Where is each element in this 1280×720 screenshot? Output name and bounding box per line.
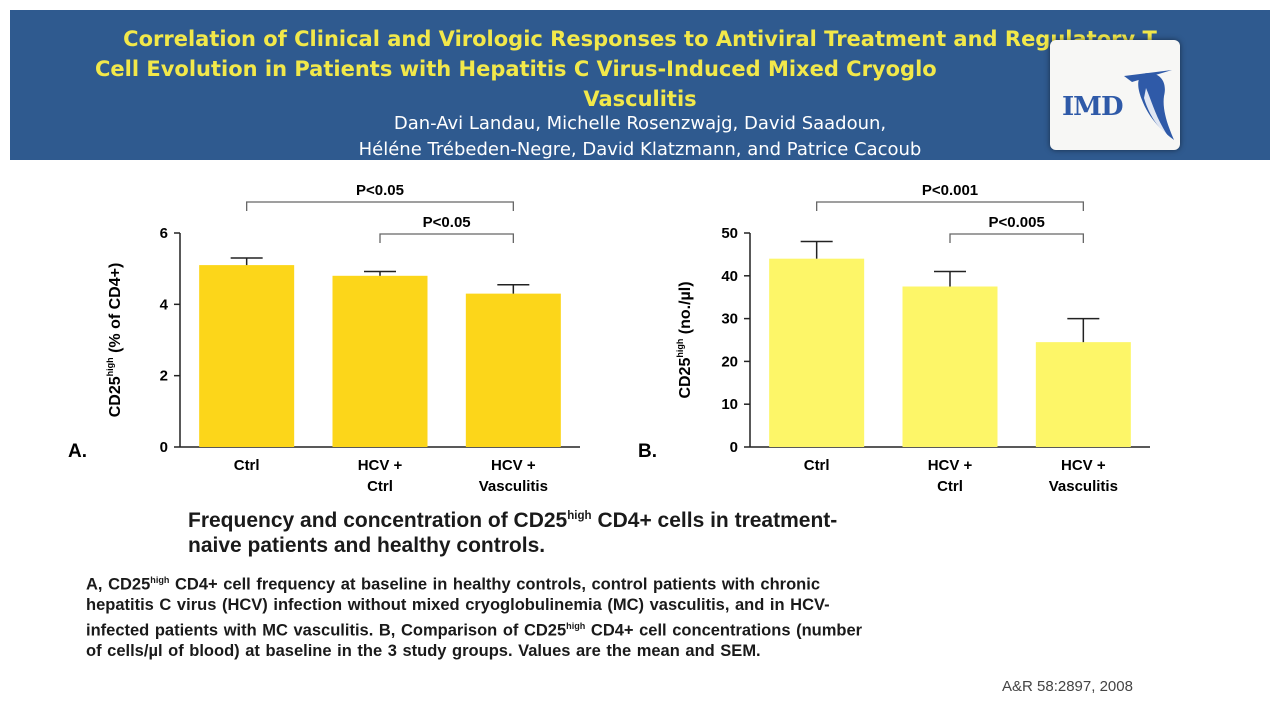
bar <box>332 275 428 447</box>
y-tick-label: 6 <box>160 225 168 242</box>
author-line-1: Dan-Avi Landau, Michelle Rosenzwajg, Dav… <box>393 113 887 134</box>
y-label-rest: (no./µl) <box>677 281 694 338</box>
citation: A&R 58:2897, 2008 <box>1002 678 1133 695</box>
legend-text-3a: infected patients with MC vasculitis. B,… <box>86 621 567 639</box>
legend-sup-1: high <box>150 575 170 585</box>
significance-label: P<0.05 <box>356 182 404 199</box>
title-line-1: Correlation of Clinical and Virologic Re… <box>123 27 1157 51</box>
panel-label: B. <box>638 441 657 462</box>
legend-text-1a: A, CD25 <box>86 575 151 594</box>
y-label-main: CD25 <box>677 358 694 399</box>
legend-text-3b: CD4+ cell concentrations (number <box>585 621 863 639</box>
y-tick-label: 2 <box>160 368 168 385</box>
significance-bracket <box>816 201 1084 211</box>
y-axis-label: CD25high (no./µl) <box>675 281 694 398</box>
y-tick-label: 10 <box>721 396 738 413</box>
y-axis-label: CD25high (% of CD4+) <box>105 263 124 418</box>
y-label-sup: high <box>105 357 115 376</box>
caption-sup: high <box>567 510 592 522</box>
legend-line-2: hepatitis C virus (HCV) infection withou… <box>86 596 830 614</box>
logo-text: IMD <box>1062 92 1123 122</box>
y-tick-label: 30 <box>721 311 738 328</box>
x-tick-label: Ctrl <box>804 457 830 474</box>
y-tick-label: 20 <box>721 353 738 370</box>
caption-text-1a: Frequency and concentration of CD25 <box>188 509 568 532</box>
author-list: Dan-Avi Landau, Michelle Rosenzwajg, Dav… <box>30 111 1250 163</box>
x-tick-label: Vasculitis <box>1049 478 1118 495</box>
x-tick-label: HCV + <box>928 457 973 474</box>
y-tick-label: 0 <box>730 439 738 456</box>
bird-icon <box>1124 70 1174 140</box>
caption-line-1: Frequency and concentration of CD25high … <box>188 504 1088 533</box>
figure-legend: A, CD25high CD4+ cell frequency at basel… <box>86 570 1176 661</box>
significance-label: P<0.005 <box>989 214 1045 231</box>
caption-text-1b: CD4+ cells in treatment- <box>591 509 838 532</box>
y-label-rest: (% of CD4+) <box>107 263 124 358</box>
imd-logo: IMD <box>1050 40 1180 150</box>
x-tick-label: HCV + <box>491 457 536 474</box>
bar <box>465 293 561 447</box>
y-tick-label: 0 <box>160 439 168 456</box>
y-label-main: CD25 <box>107 376 124 417</box>
figure-caption: Frequency and concentration of CD25high … <box>188 504 1088 558</box>
x-tick-label: HCV + <box>358 457 403 474</box>
bar <box>1035 342 1131 447</box>
legend-sup-3: high <box>566 620 586 631</box>
significance-bracket <box>246 201 514 211</box>
significance-bracket <box>379 233 514 243</box>
legend-line-3: infected patients with MC vasculitis. B,… <box>86 616 1176 641</box>
title-line-3: Vasculitis <box>583 87 697 111</box>
significance-label: P<0.001 <box>922 182 978 199</box>
y-tick-label: 50 <box>721 225 738 242</box>
bar <box>769 258 865 447</box>
x-tick-label: Ctrl <box>367 478 393 495</box>
x-tick-label: Ctrl <box>937 478 963 495</box>
chart-a: 0 2 4 6 CD25high (% of CD4+) A. Ctrl HCV + Ctrl H… <box>68 182 580 495</box>
slide-title: Correlation of Clinical and Virologic Re… <box>30 24 1250 114</box>
x-tick-label: Vasculitis <box>479 478 548 495</box>
panel-label: A. <box>68 441 87 462</box>
significance-label: P<0.05 <box>423 214 471 231</box>
author-line-2: Héléne Trébeden-Negre, David Klatzmann, … <box>358 139 922 160</box>
caption-line-2: naive patients and healthy controls. <box>188 534 546 557</box>
significance-bracket <box>949 233 1084 243</box>
y-label-sup: high <box>675 339 685 358</box>
y-tick-label: 40 <box>721 268 738 285</box>
legend-line-4: of cells/µl of blood) at baseline in the… <box>86 641 761 660</box>
bar <box>199 265 295 447</box>
bar <box>902 286 998 447</box>
x-tick-label: HCV + <box>1061 457 1106 474</box>
chart-b: 0 10 20 30 40 50 CD25high (no./µl) B. Ctrl HCV + C… <box>638 182 1150 495</box>
y-tick-label: 4 <box>160 296 169 313</box>
x-tick-label: Ctrl <box>234 457 260 474</box>
legend-line-1: A, CD25high CD4+ cell frequency at basel… <box>86 570 1176 595</box>
legend-text-1b: CD4+ cell frequency at baseline in healt… <box>169 575 821 594</box>
title-line-2: Cell Evolution in Patients with Hepatiti… <box>95 57 937 81</box>
